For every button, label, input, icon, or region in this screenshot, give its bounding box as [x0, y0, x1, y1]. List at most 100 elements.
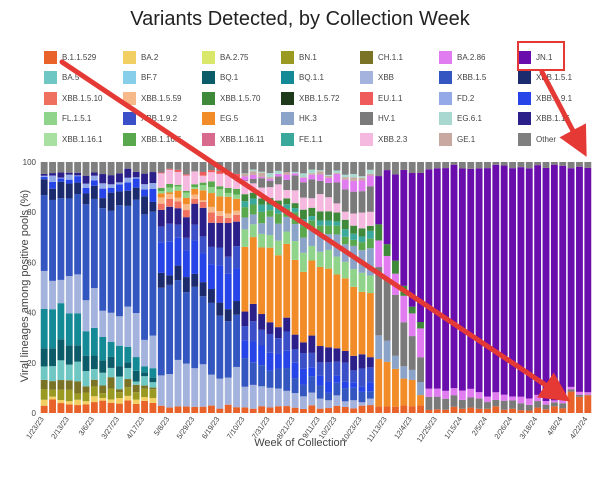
bar-segment [291, 190, 299, 204]
legend-item[interactable]: XBB.1.5.70 [202, 91, 260, 105]
legend-item[interactable]: XBB.1.16.6 [123, 132, 181, 146]
bar-segment [559, 403, 567, 409]
bar-segment [484, 402, 491, 409]
bar-segment [316, 162, 324, 171]
legend-item[interactable]: XBB.1.5.10 [44, 91, 102, 105]
bar-segment [450, 162, 458, 165]
legend-item[interactable]: BA.2.75 [202, 50, 248, 64]
bar-segment [266, 407, 274, 413]
bar-segment [74, 194, 82, 275]
legend-item[interactable]: BQ.1.1 [281, 71, 324, 85]
legend-item[interactable]: EG.6.1 [439, 112, 482, 126]
legend-item[interactable]: CH.1.1 [360, 50, 403, 64]
bar-segment [341, 236, 349, 245]
bar-segment [74, 381, 82, 394]
legend-item[interactable]: FD.2 [439, 91, 474, 105]
bar-segment [49, 173, 56, 176]
legend-item[interactable]: XBB.1.5 [439, 71, 486, 85]
legend-item[interactable]: HV.1 [360, 112, 395, 126]
bar-segment [65, 172, 73, 175]
legend-item[interactable]: BF.7 [123, 71, 157, 85]
bar-segment [366, 275, 374, 294]
bar-segment [366, 175, 374, 187]
legend-swatch [360, 132, 373, 146]
legend-item[interactable]: XBB.2.3 [360, 132, 407, 146]
legend-swatch [518, 132, 531, 146]
legend-item[interactable]: XBB.1.16.11 [202, 132, 264, 146]
bar-segment [241, 162, 249, 174]
bar-segment [124, 190, 132, 206]
bar-segment [584, 395, 592, 413]
legend-label: CH.1.1 [378, 52, 403, 62]
legend-item[interactable]: BA.2 [123, 50, 158, 64]
legend-item[interactable]: EG.5 [202, 112, 238, 126]
legend-item[interactable]: XBB.1.5.59 [123, 91, 181, 105]
bar-segment [99, 337, 107, 361]
bar-segment [467, 388, 475, 398]
legend-item[interactable]: XBB.1.16.1 [44, 132, 102, 146]
bar-segment [283, 204, 291, 209]
legend-item[interactable]: FL.1.5.1 [44, 112, 91, 126]
bar-segment [341, 174, 349, 178]
legend-label: XBB.1.16.11 [220, 134, 265, 144]
bar-segment [157, 187, 165, 192]
bar-segment [166, 374, 174, 408]
legend-item[interactable]: JN.1 [518, 50, 552, 64]
bar-segment [291, 334, 299, 349]
legend-item[interactable]: HK.3 [281, 112, 317, 126]
legend-label: B.1.1.529 [62, 52, 97, 62]
bar-segment [199, 201, 207, 208]
bar-segment [300, 209, 307, 220]
legend-item[interactable]: GE.1 [439, 132, 475, 146]
bar-segment [191, 187, 199, 189]
legend-item[interactable]: XBB [360, 71, 394, 85]
bar-segment [57, 181, 65, 199]
bar-segment [291, 208, 299, 213]
bar-segment [291, 362, 299, 379]
legend-item[interactable]: Other [518, 132, 556, 146]
bar-segment [90, 368, 98, 380]
bar-segment [233, 407, 240, 413]
bar-segment [576, 162, 583, 167]
legend-item[interactable]: BA.2.86 [439, 50, 485, 64]
legend-item[interactable]: BN.1 [281, 50, 317, 64]
legend-item[interactable]: BQ.1 [202, 71, 238, 85]
bar-segment [249, 192, 257, 199]
bar-segment [266, 333, 274, 353]
bar-segment [392, 162, 399, 175]
legend-item[interactable]: B.1.1.529 [44, 50, 96, 64]
bar-segment [182, 162, 190, 175]
bar-segment [576, 396, 583, 413]
legend-item[interactable]: FE.1.1 [281, 132, 323, 146]
legend-item[interactable]: XBB.1.9.2 [123, 112, 177, 126]
bar-segment [49, 181, 56, 189]
legend-item[interactable]: XBB.1.5.1 [518, 71, 572, 85]
legend-item[interactable]: XBB.1.16 [518, 112, 570, 126]
legend-label: FE.1.1 [299, 134, 323, 144]
bar-segment [333, 173, 341, 183]
bar-segment [191, 240, 199, 274]
bar-segment [325, 175, 332, 178]
legend-item[interactable]: BA.5 [44, 71, 79, 85]
bar-segment [274, 162, 282, 171]
bar-segment [65, 404, 73, 413]
bar-segment [341, 401, 349, 407]
bar-segment [266, 178, 274, 181]
bar-segment [316, 220, 324, 226]
bar-segment [366, 186, 374, 212]
bar-segment [300, 177, 307, 183]
bar-segment [316, 408, 324, 413]
bar-segment [216, 378, 224, 409]
bar-segment [224, 223, 232, 257]
bar-segment [199, 282, 207, 297]
legend-item[interactable]: EU.1.1 [360, 91, 402, 105]
bar-segment [74, 313, 82, 346]
legend-item[interactable]: XBB.1.5.72 [281, 91, 339, 105]
bar-segment [174, 224, 182, 238]
bar-segment [408, 406, 416, 413]
bar-segment [300, 396, 307, 409]
bar-segment [99, 310, 107, 337]
legend-label: Other [536, 134, 557, 144]
bar-segment [141, 162, 148, 174]
bar-segment [74, 182, 82, 195]
